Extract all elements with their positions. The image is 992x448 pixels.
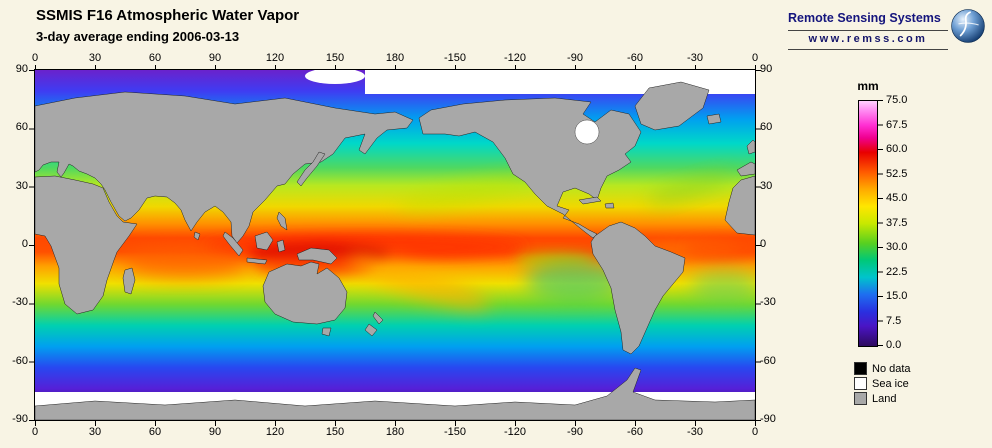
lon-tick-label: 0 xyxy=(751,52,759,64)
lon-tick-label: -120 xyxy=(503,426,527,438)
lon-tick-label: 30 xyxy=(88,426,102,438)
lon-tick-label: 90 xyxy=(208,52,222,64)
legend-item-nodata: No data xyxy=(854,361,984,376)
lon-tick-label: 60 xyxy=(148,52,162,64)
lon-tick-label: -30 xyxy=(687,426,703,438)
brand-name: Remote Sensing Systems xyxy=(788,11,941,25)
colorbar-tick-label: 7.5 xyxy=(886,315,902,327)
lat-tick-label: 30 xyxy=(760,180,773,192)
lon-tick-label: 0 xyxy=(31,52,39,64)
lon-tick-label: -90 xyxy=(567,426,583,438)
colorbar-tick-label: 22.5 xyxy=(886,266,908,278)
nodata-swatch-icon xyxy=(854,362,867,375)
legend-label: No data xyxy=(872,362,911,375)
map-legend: No data Sea ice Land xyxy=(854,361,984,406)
colorbar-tick-label: 52.5 xyxy=(886,168,908,180)
world-map xyxy=(34,69,756,421)
lat-tick-label: -90 xyxy=(12,413,28,425)
lon-tick-label: -30 xyxy=(687,52,703,64)
lon-tick-label: -60 xyxy=(627,52,643,64)
lon-tick-label: 120 xyxy=(265,426,285,438)
lat-tick-label: 60 xyxy=(760,121,773,133)
lon-tick-label: 180 xyxy=(385,52,405,64)
lat-tick-label: 90 xyxy=(760,63,773,75)
lon-tick-label: 60 xyxy=(148,426,162,438)
lon-tick-label: -60 xyxy=(627,426,643,438)
subtitle: 3-day average ending 2006-03-13 xyxy=(36,29,240,44)
divider xyxy=(788,49,948,50)
lat-tick-label: -90 xyxy=(760,413,776,425)
legend-item-land: Land xyxy=(854,391,984,406)
lon-tick-label: -150 xyxy=(443,52,467,64)
lat-tick-label: 0 xyxy=(21,238,28,250)
lon-ticks-top xyxy=(35,65,756,70)
colorbar-tick-label: 60.0 xyxy=(886,143,908,155)
divider xyxy=(788,30,948,31)
remss-url-link[interactable]: www.remss.com xyxy=(808,33,928,45)
lon-tick-label: 0 xyxy=(31,426,39,438)
lat-ticks-right xyxy=(756,70,761,421)
colorbar-ticks xyxy=(878,100,883,346)
lat-tick-label: 90 xyxy=(15,63,28,75)
lon-tick-label: 150 xyxy=(325,426,345,438)
colorbar-tick-label: 0.0 xyxy=(886,339,902,351)
lat-tick-label: -30 xyxy=(760,296,776,308)
colorbar-tick-label: 37.5 xyxy=(886,217,908,229)
legend-item-seaice: Sea ice xyxy=(854,376,984,391)
lat-tick-label: 30 xyxy=(15,180,28,192)
branding: Remote Sensing Systems www.remss.com xyxy=(788,8,986,52)
colorbar-tick-label: 45.0 xyxy=(886,192,908,204)
continents xyxy=(35,81,755,420)
lat-ticks-left xyxy=(29,70,34,421)
lat-tick-label: -60 xyxy=(12,355,28,367)
lon-tick-label: 150 xyxy=(325,52,345,64)
lon-tick-label: 180 xyxy=(385,426,405,438)
lon-tick-label: -150 xyxy=(443,426,467,438)
colorbar xyxy=(858,100,878,347)
lon-ticks-bottom xyxy=(35,421,756,426)
land-swatch-icon xyxy=(854,392,867,405)
lon-tick-label: 120 xyxy=(265,52,285,64)
lon-tick-label: 0 xyxy=(751,426,759,438)
lat-tick-label: -60 xyxy=(760,355,776,367)
lon-tick-label: -120 xyxy=(503,52,527,64)
colorbar-tick-label: 30.0 xyxy=(886,241,908,253)
lat-tick-label: -30 xyxy=(12,296,28,308)
legend-label: Land xyxy=(872,392,897,405)
seaice-swatch-icon xyxy=(854,377,867,390)
colorbar-tick-label: 15.0 xyxy=(886,290,908,302)
hudson-bay-ice xyxy=(574,119,600,145)
lat-tick-label: 0 xyxy=(760,238,767,250)
lon-tick-label: 30 xyxy=(88,52,102,64)
colorbar-unit-label: mm xyxy=(857,79,879,93)
lon-tick-label: 90 xyxy=(208,426,222,438)
page-title: SSMIS F16 Atmospheric Water Vapor xyxy=(36,7,300,24)
legend-label: Sea ice xyxy=(872,377,909,390)
remss-globe-icon xyxy=(950,8,986,44)
lat-tick-label: 60 xyxy=(15,121,28,133)
colorbar-tick-label: 67.5 xyxy=(886,119,908,131)
lon-tick-label: -90 xyxy=(567,52,583,64)
colorbar-tick-label: 75.0 xyxy=(886,94,908,106)
